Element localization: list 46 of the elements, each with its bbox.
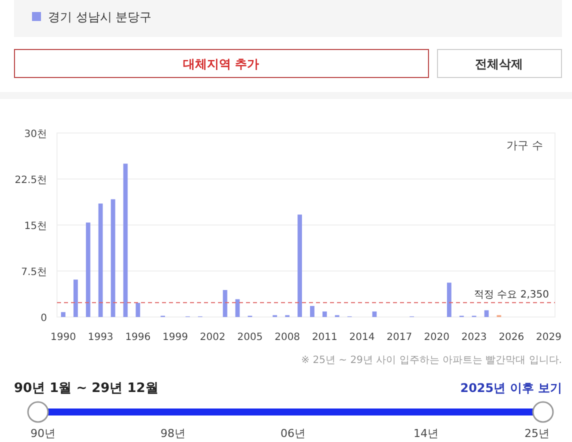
x-tick-label: 2005: [237, 332, 263, 343]
ref-line-label: 적정 수요 2,350: [474, 290, 549, 301]
legend: 경기 성남시 분당구: [32, 10, 152, 24]
text: 90년: [30, 427, 56, 440]
x-tick-label: 2008: [274, 332, 300, 343]
bar: [61, 312, 66, 317]
y-tick-label: 7.5천: [21, 267, 47, 278]
y-tick-label: 22.5천: [14, 175, 47, 186]
bar: [73, 280, 78, 317]
x-tick-label: 1996: [125, 332, 151, 343]
x-tick-label: 2011: [312, 332, 338, 343]
x-tick-label: 1990: [50, 332, 76, 343]
y-tick-label: 30천: [24, 129, 47, 140]
text: 98년: [160, 427, 186, 440]
x-tick-label: 2017: [386, 332, 412, 343]
bar: [136, 302, 140, 317]
x-tick-label: 2023: [461, 332, 487, 343]
x-tick-label: 2029: [536, 332, 562, 343]
bar: [310, 306, 314, 317]
bar: [222, 290, 228, 317]
text: 14년: [414, 427, 438, 440]
y-axis-title: 가구 수: [506, 139, 543, 152]
x-tick-label: 2002: [200, 332, 226, 343]
bar: [298, 214, 302, 317]
text: 대체지역 추가: [182, 57, 260, 71]
text: 25년: [524, 427, 550, 440]
bar: [372, 311, 377, 317]
bar: [123, 164, 128, 317]
x-tick-label: 1999: [162, 332, 188, 343]
bar: [86, 222, 90, 317]
x-tick-label: 2020: [424, 332, 450, 343]
bar: [322, 311, 327, 317]
x-tick-label: 2026: [498, 332, 524, 343]
text: 2025년 이후 보기: [460, 381, 562, 395]
text: 90년 1월 ~ 29년 12월: [14, 381, 158, 396]
y-tick-label: 15천: [24, 221, 47, 232]
text: 06년: [280, 427, 306, 440]
bar: [446, 282, 452, 317]
bar: [235, 299, 240, 317]
bar: [110, 199, 116, 317]
x-tick-label: 2014: [349, 332, 375, 343]
x-tick-label: 1993: [88, 332, 114, 343]
text: ※ 25년 ~ 29년 사이 입주하는 아파트는 빨간막대 입니다.: [301, 355, 562, 366]
bar: [98, 204, 103, 317]
text: 전체삭제: [475, 57, 523, 71]
y-tick-label: 0: [40, 313, 47, 324]
